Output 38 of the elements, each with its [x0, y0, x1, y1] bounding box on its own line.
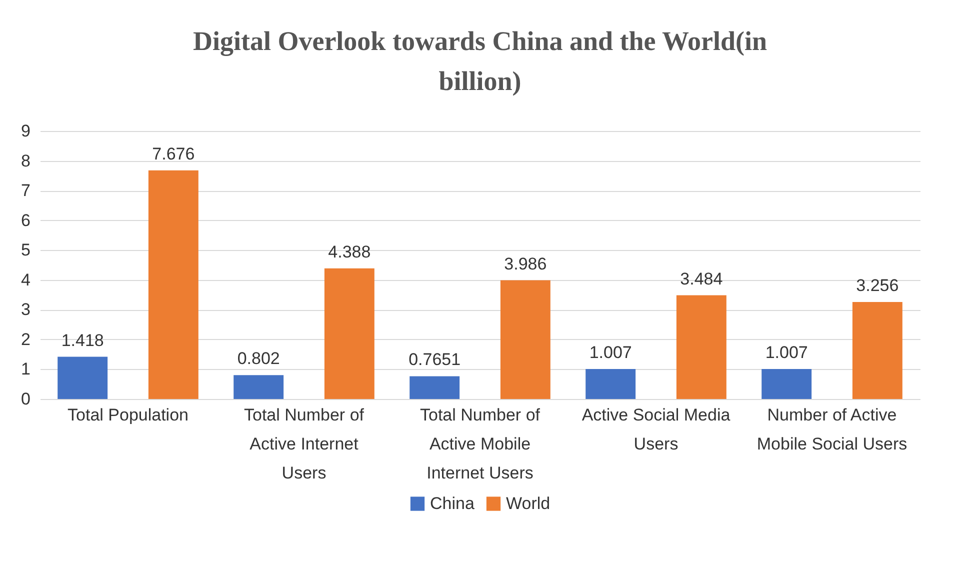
data-label: 3.256: [856, 276, 899, 296]
bar: [500, 280, 550, 399]
legend-label: China: [430, 494, 475, 513]
y-tick-label: 2: [21, 330, 30, 349]
y-tick-label: 6: [21, 210, 30, 230]
legend-label: World: [506, 494, 550, 513]
x-tick-label: Total Number of Active Mobile Internet Users: [420, 406, 540, 482]
x-tick-label: Number of Active Mobile Social Users: [756, 406, 908, 454]
bar: [234, 375, 284, 399]
bar: [58, 356, 108, 399]
bar: [148, 170, 198, 399]
x-tick-label: Total Population: [68, 406, 188, 424]
data-label: 1.007: [765, 343, 808, 362]
x-tick-label: Total Number of Active Internet Users: [244, 406, 364, 482]
y-tick-label: 9: [21, 122, 30, 140]
y-tick-label: 8: [21, 151, 30, 170]
bar: [324, 268, 374, 399]
x-tick-label: Active Social Media Users: [582, 406, 731, 454]
data-label: 3.484: [680, 269, 723, 288]
y-tick-label: 4: [21, 270, 30, 290]
data-label: 1.007: [589, 343, 632, 362]
y-tick-label: 3: [21, 300, 30, 320]
data-label: 0.802: [237, 349, 280, 368]
y-tick-label: 5: [21, 240, 30, 260]
bar: [852, 302, 902, 399]
data-label: 3.986: [504, 254, 547, 274]
chart-title: Digital Overlook towards China and the World(in billion): [192, 26, 768, 96]
data-label: 4.388: [328, 242, 371, 262]
bar: [676, 295, 726, 399]
data-label: 1.418: [61, 330, 104, 350]
y-tick-label: 1: [21, 360, 30, 379]
data-label: 7.676: [152, 144, 195, 164]
bar: [586, 369, 636, 399]
data-label: 0.7651: [408, 350, 461, 370]
y-tick-label: 7: [21, 181, 30, 200]
y-tick-label: 0: [21, 390, 30, 408]
bar: [410, 376, 460, 399]
bar: [762, 369, 812, 399]
